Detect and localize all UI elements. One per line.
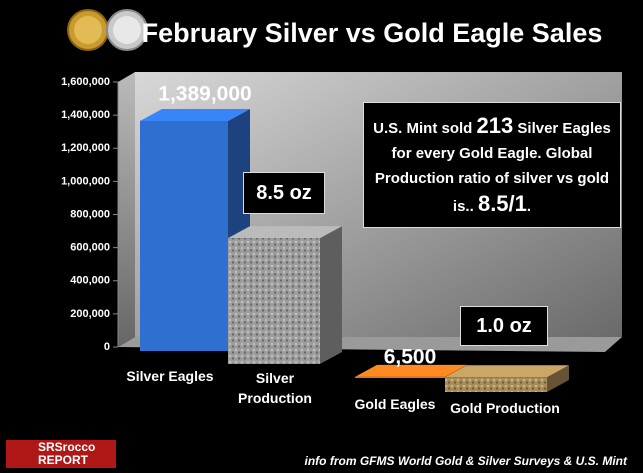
- value-label: 1,389,000: [158, 83, 251, 106]
- logo-text: SRSrocco: [38, 440, 95, 454]
- bar-texture: [228, 238, 320, 364]
- note-highlight: 213: [476, 113, 514, 138]
- bar-top: [445, 365, 569, 378]
- x-tick-label: Silver Production: [238, 370, 312, 406]
- y-tick-label: 600,000: [70, 242, 110, 254]
- plot: 0 200,000 400,000 600,000 800,000 1,000,000 1,…: [61, 76, 569, 392]
- bar-top: [355, 364, 467, 377]
- gold-coin-inner: [74, 16, 102, 44]
- x-tick-label: Gold Eagles: [354, 396, 436, 412]
- annotation-box: U.S. Mint sold 213 Silver Eagles for eve…: [363, 102, 621, 228]
- note-highlight: 8.5/1: [477, 191, 527, 216]
- y-tick-label: 1,400,000: [61, 109, 110, 121]
- y-tick-label: 800,000: [70, 208, 110, 220]
- y-tick-label: 1,200,000: [61, 142, 110, 154]
- y-tick-label: 200,000: [70, 308, 110, 320]
- logo-text: REPORT: [38, 453, 89, 467]
- bar-top: [228, 226, 342, 239]
- x-tick-label: Silver Eagles: [126, 368, 214, 384]
- bar-side: [320, 226, 342, 364]
- annotation-label: 1.0 oz: [460, 306, 548, 346]
- bar: [355, 376, 445, 378]
- side-wall: [118, 72, 135, 347]
- logo-box: [6, 440, 116, 468]
- y-tick-label: 1,600,000: [61, 76, 110, 88]
- annotation-label: 8.5 oz: [243, 172, 325, 214]
- x-tick-label: Gold Production: [450, 400, 560, 416]
- chart-title: February Silver vs Gold Eagle Sales: [142, 18, 603, 48]
- source-note: info from GFMS World Gold & Silver Surve…: [305, 454, 628, 468]
- y-tick-label: 0: [104, 341, 110, 353]
- silver-coin-inner: [113, 16, 141, 44]
- note-text: .: [526, 198, 532, 215]
- bar-top: [140, 108, 250, 121]
- bar-side: [547, 365, 569, 392]
- bar-texture: [445, 377, 547, 392]
- note-text: U.S. Mint sold: [373, 120, 473, 137]
- value-label: 6,500: [384, 346, 437, 369]
- y-tick-label: 1,000,000: [61, 175, 110, 187]
- bar: [140, 120, 228, 352]
- y-tick-label: 400,000: [70, 275, 110, 287]
- note-text: Silver Eagles for every Gold Eagle. Glob…: [374, 120, 611, 215]
